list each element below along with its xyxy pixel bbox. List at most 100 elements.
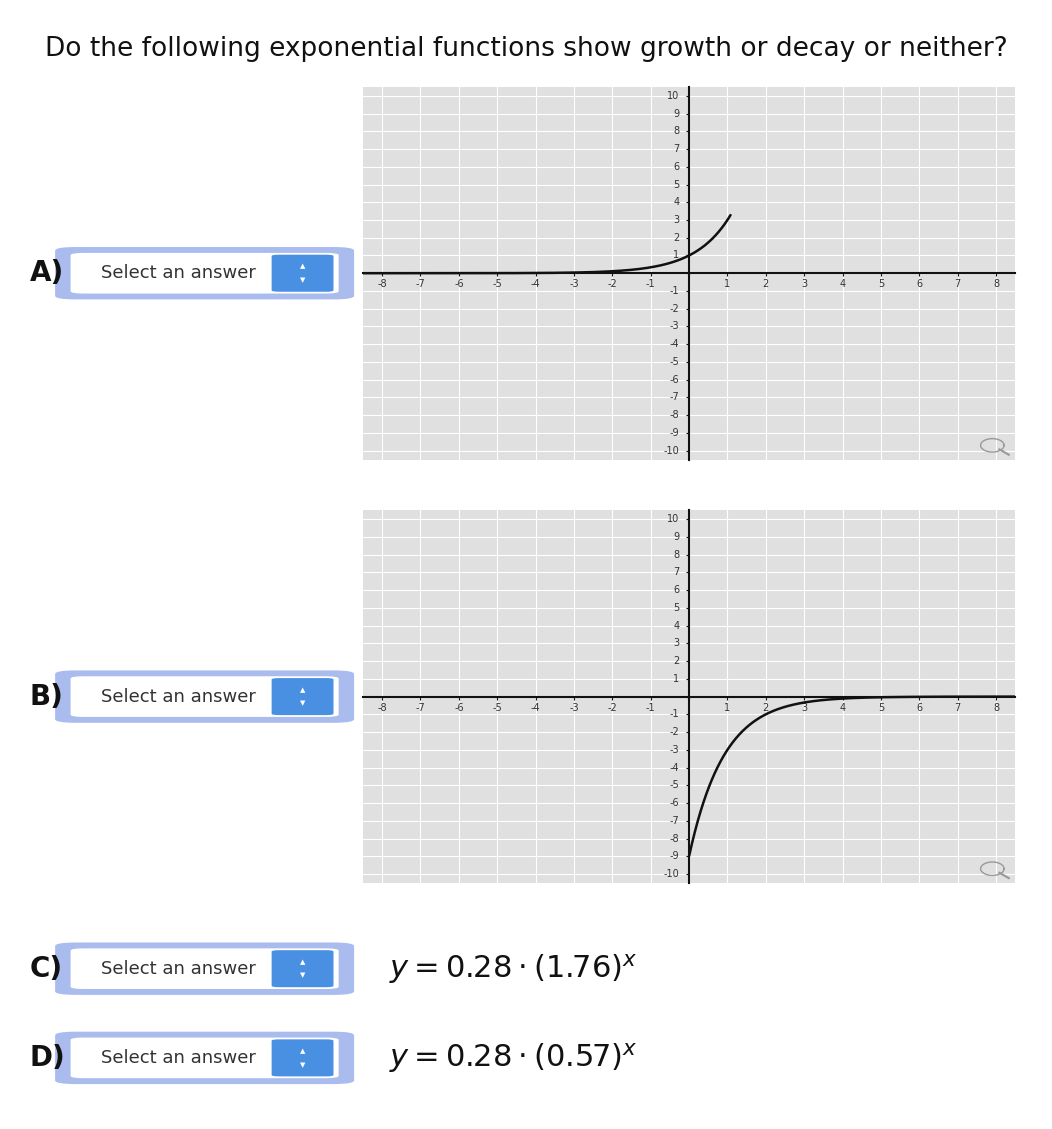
Text: -4: -4 (670, 339, 680, 349)
Text: ▼: ▼ (300, 972, 305, 979)
Text: 6: 6 (673, 161, 680, 172)
Text: 6: 6 (916, 702, 923, 712)
Text: 9: 9 (673, 108, 680, 119)
Text: -4: -4 (531, 280, 541, 289)
Text: -7: -7 (670, 393, 680, 402)
Text: ▲: ▲ (300, 686, 305, 693)
Text: -8: -8 (378, 280, 387, 289)
Text: 8: 8 (673, 126, 680, 137)
Text: 3: 3 (802, 702, 807, 712)
FancyBboxPatch shape (271, 255, 333, 291)
Text: 1: 1 (673, 251, 680, 261)
Text: D): D) (29, 1044, 65, 1071)
Text: 4: 4 (673, 198, 680, 208)
Text: -1: -1 (646, 702, 655, 712)
Text: -7: -7 (416, 702, 425, 712)
FancyBboxPatch shape (55, 247, 355, 299)
Text: 2: 2 (673, 656, 680, 666)
Text: ▼: ▼ (300, 277, 305, 283)
Text: -3: -3 (569, 280, 579, 289)
Text: Select an answer: Select an answer (101, 264, 257, 282)
Text: $y = 0.28 \cdot (0.57)^{x}$: $y = 0.28 \cdot (0.57)^{x}$ (389, 1041, 638, 1075)
Text: -1: -1 (670, 709, 680, 719)
Text: -7: -7 (670, 816, 680, 825)
Text: ▼: ▼ (300, 1061, 305, 1068)
Text: 7: 7 (954, 702, 960, 712)
Text: 4: 4 (673, 621, 680, 631)
Text: ▲: ▲ (300, 959, 305, 965)
Text: -1: -1 (646, 280, 655, 289)
Text: -2: -2 (607, 702, 618, 712)
Text: -5: -5 (670, 357, 680, 367)
Text: -1: -1 (670, 286, 680, 296)
Text: 9: 9 (673, 532, 680, 542)
Text: -2: -2 (670, 727, 680, 737)
Text: -5: -5 (492, 280, 502, 289)
Text: 4: 4 (839, 280, 846, 289)
Text: -6: -6 (454, 280, 464, 289)
Text: -8: -8 (670, 410, 680, 420)
FancyBboxPatch shape (271, 679, 333, 715)
Text: -8: -8 (378, 702, 387, 712)
Text: 5: 5 (673, 180, 680, 190)
Text: 7: 7 (673, 145, 680, 154)
Text: Select an answer: Select an answer (101, 688, 257, 706)
Text: 1: 1 (725, 280, 730, 289)
Text: ▲: ▲ (300, 1048, 305, 1054)
Text: ▲: ▲ (300, 263, 305, 270)
Text: 1: 1 (673, 674, 680, 684)
Text: 2: 2 (763, 702, 769, 712)
Text: -2: -2 (670, 304, 680, 314)
Text: -6: -6 (454, 702, 464, 712)
Text: -4: -4 (670, 762, 680, 772)
Text: 8: 8 (993, 280, 999, 289)
Text: 6: 6 (916, 280, 923, 289)
FancyBboxPatch shape (55, 943, 355, 995)
FancyBboxPatch shape (70, 948, 339, 989)
Text: 5: 5 (877, 280, 884, 289)
Text: -5: -5 (492, 702, 502, 712)
FancyBboxPatch shape (70, 676, 339, 717)
Text: 3: 3 (802, 280, 807, 289)
Text: -8: -8 (670, 833, 680, 843)
Text: -6: -6 (670, 798, 680, 808)
Text: $y = 0.28 \cdot (1.76)^{x}$: $y = 0.28 \cdot (1.76)^{x}$ (389, 952, 638, 986)
Text: -5: -5 (670, 780, 680, 790)
Text: 10: 10 (667, 514, 680, 524)
Text: ▼: ▼ (300, 700, 305, 707)
Text: Select an answer: Select an answer (101, 960, 257, 978)
FancyBboxPatch shape (70, 253, 339, 294)
Text: -4: -4 (531, 702, 541, 712)
FancyBboxPatch shape (55, 1032, 355, 1084)
Text: 6: 6 (673, 585, 680, 595)
Text: -3: -3 (569, 702, 579, 712)
Text: -10: -10 (664, 869, 680, 879)
Text: 3: 3 (673, 215, 680, 225)
Text: A): A) (29, 260, 64, 287)
FancyBboxPatch shape (55, 671, 355, 723)
Text: 5: 5 (877, 702, 884, 712)
Text: 2: 2 (763, 280, 769, 289)
Text: 7: 7 (954, 280, 960, 289)
Text: -7: -7 (416, 280, 425, 289)
FancyBboxPatch shape (271, 1040, 333, 1076)
Text: Do the following exponential functions show growth or decay or neither?: Do the following exponential functions s… (44, 36, 1008, 62)
Text: 8: 8 (673, 550, 680, 560)
Text: -3: -3 (670, 745, 680, 755)
Text: 1: 1 (725, 702, 730, 712)
Text: -9: -9 (670, 851, 680, 861)
Text: 3: 3 (673, 638, 680, 648)
Text: -6: -6 (670, 375, 680, 385)
Text: 2: 2 (673, 233, 680, 243)
Text: -10: -10 (664, 446, 680, 456)
Text: -9: -9 (670, 428, 680, 438)
Text: 4: 4 (839, 702, 846, 712)
FancyBboxPatch shape (70, 1038, 339, 1078)
Text: C): C) (29, 955, 62, 982)
FancyBboxPatch shape (271, 951, 333, 987)
Text: 5: 5 (673, 603, 680, 613)
Text: 10: 10 (667, 90, 680, 100)
Text: Select an answer: Select an answer (101, 1049, 257, 1067)
Text: 7: 7 (673, 568, 680, 577)
Text: 8: 8 (993, 702, 999, 712)
